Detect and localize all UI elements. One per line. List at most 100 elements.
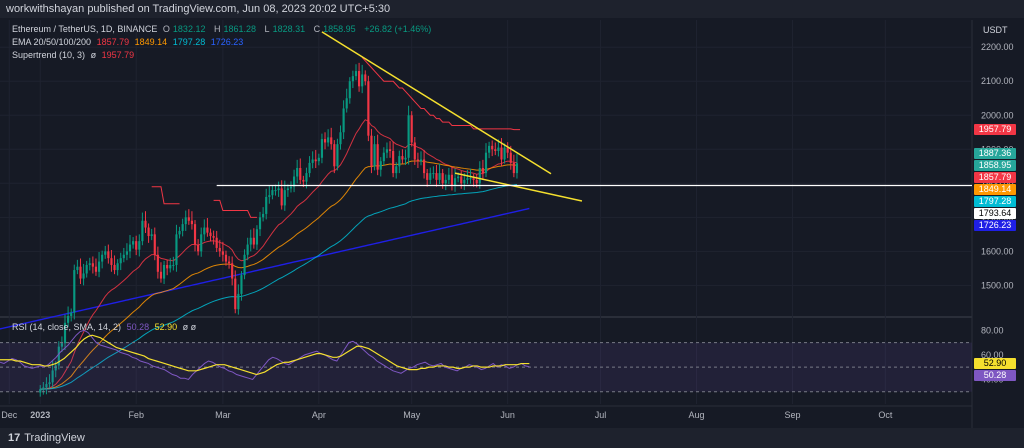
candle-body bbox=[478, 168, 481, 184]
candle-body bbox=[169, 264, 172, 269]
candle-body bbox=[488, 145, 491, 153]
price-tag: 1857.79 bbox=[974, 171, 1016, 183]
ema100-line bbox=[40, 184, 518, 390]
change-label: +26.82 (+1.46%) bbox=[364, 24, 432, 34]
price-tick-label: 2000.00 bbox=[981, 110, 1014, 120]
candle-body bbox=[101, 254, 104, 262]
candle-body bbox=[302, 179, 305, 182]
candle-body bbox=[262, 213, 265, 218]
candle-body bbox=[367, 81, 370, 136]
rsi-tag: 50.28 bbox=[974, 369, 1016, 381]
time-tick-label: Mar bbox=[215, 410, 231, 420]
candle-body bbox=[327, 137, 330, 143]
time-tick-label: Dec bbox=[1, 410, 18, 420]
candle-body bbox=[48, 382, 51, 385]
publisher-bar: workwithshayan published on TradingView.… bbox=[0, 0, 1024, 18]
price-tag: 1793.64 bbox=[974, 207, 1016, 219]
candle-body bbox=[51, 370, 54, 383]
candle-body bbox=[237, 293, 240, 310]
candle-body bbox=[280, 188, 283, 206]
candle-body bbox=[447, 174, 450, 180]
candle-body bbox=[234, 278, 237, 310]
candle-body bbox=[88, 263, 91, 265]
candle-body bbox=[79, 266, 82, 279]
candle-body bbox=[357, 71, 361, 87]
candle-body bbox=[122, 254, 125, 259]
candle-body bbox=[323, 139, 327, 143]
candle-body bbox=[203, 227, 206, 235]
candle-body bbox=[500, 147, 503, 160]
time-tick-label: 2023 bbox=[30, 410, 50, 420]
candle-body bbox=[187, 217, 190, 221]
candle-body bbox=[159, 271, 163, 279]
candle-body bbox=[438, 173, 441, 180]
candle-body bbox=[227, 261, 231, 264]
candle-body bbox=[181, 224, 184, 231]
candle-body bbox=[110, 258, 113, 265]
supertrend-symbol: ø bbox=[90, 50, 97, 60]
candle-body bbox=[463, 179, 466, 184]
candle-body bbox=[70, 312, 73, 316]
price-tag: 1849.14 bbox=[974, 183, 1016, 195]
supertrend-line bbox=[213, 199, 257, 218]
candle-body bbox=[450, 174, 454, 186]
candle-body bbox=[190, 220, 194, 225]
tradingview-logo[interactable]: 17 TradingView bbox=[8, 432, 85, 444]
price-tag: 1957.79 bbox=[974, 123, 1016, 135]
candle-body bbox=[113, 264, 116, 271]
candle-body bbox=[67, 316, 70, 323]
candle-body bbox=[91, 263, 94, 267]
candle-body bbox=[45, 384, 48, 388]
candle-body bbox=[466, 178, 469, 180]
candle-body bbox=[453, 178, 457, 186]
price-tick-label: 1600.00 bbox=[981, 246, 1014, 256]
candle-body bbox=[82, 273, 85, 279]
candle-body bbox=[274, 190, 277, 192]
candle-body bbox=[283, 190, 286, 206]
candle-body bbox=[94, 266, 98, 272]
candle-body bbox=[395, 166, 398, 174]
supertrend-legend: Supertrend (10, 3) ø 1957.79 bbox=[12, 50, 137, 60]
candle-body bbox=[249, 237, 252, 245]
candle-body bbox=[382, 152, 385, 162]
candle-body bbox=[305, 173, 308, 182]
candle-body bbox=[184, 217, 187, 225]
candle-body bbox=[457, 176, 460, 179]
candle-body bbox=[125, 251, 129, 255]
time-tick-label: Aug bbox=[688, 410, 704, 420]
supertrend-line bbox=[151, 186, 180, 205]
price-tag: 1858.95 bbox=[974, 159, 1016, 171]
candle-body bbox=[224, 254, 228, 262]
candle-body bbox=[268, 195, 271, 197]
price-tick-label: 1500.00 bbox=[981, 280, 1014, 290]
ohlc-open: O 1832.12 bbox=[162, 24, 206, 34]
candle-body bbox=[472, 178, 475, 180]
rsi-tick-label: 80.00 bbox=[981, 325, 1004, 335]
candle-body bbox=[209, 232, 212, 237]
ema-title: EMA 20/50/100/200 bbox=[12, 37, 92, 47]
candle-body bbox=[212, 236, 215, 238]
ema200-value: 1726.23 bbox=[210, 37, 244, 47]
candle-body bbox=[469, 178, 472, 180]
ema200-line bbox=[0, 207, 530, 330]
time-tick-label: Oct bbox=[878, 410, 893, 420]
candle-body bbox=[348, 81, 351, 99]
candle-body bbox=[299, 168, 302, 180]
candle-body bbox=[506, 147, 509, 153]
candle-body bbox=[333, 144, 336, 167]
candle-body bbox=[221, 251, 224, 255]
candle-body bbox=[376, 144, 379, 170]
candle-body bbox=[444, 179, 447, 184]
candle-body bbox=[484, 152, 488, 174]
price-tick-label: 1800.00 bbox=[981, 178, 1014, 188]
candle-body bbox=[404, 157, 407, 160]
candle-body bbox=[407, 115, 410, 158]
candle-body bbox=[178, 230, 181, 235]
candle-body bbox=[200, 234, 203, 252]
candle-body bbox=[85, 264, 88, 274]
candle-body bbox=[42, 387, 45, 390]
rsi-tick-label: 60.00 bbox=[981, 350, 1004, 360]
ohlc-high: H 1861.28 bbox=[213, 24, 257, 34]
candle-body bbox=[398, 156, 401, 167]
